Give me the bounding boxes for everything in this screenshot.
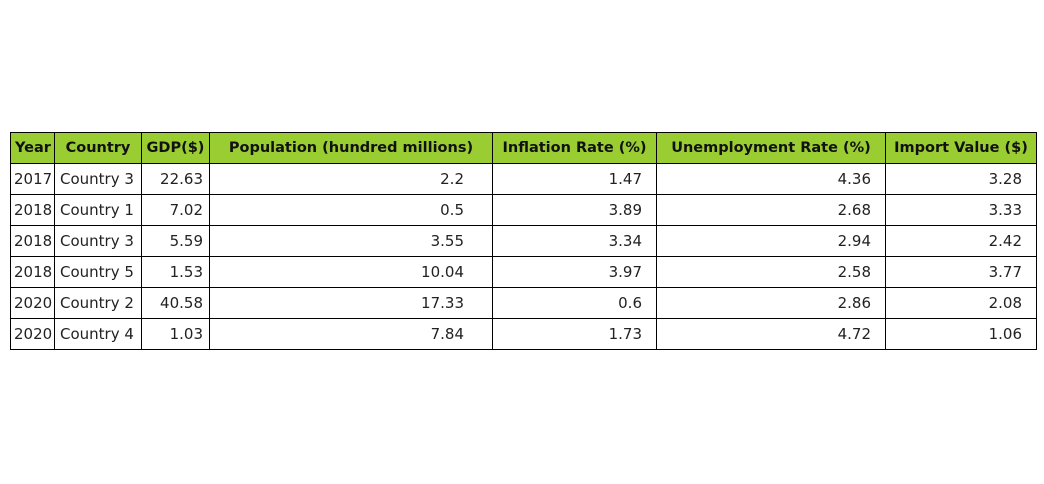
table-row: 2018 Country 5 1.53 10.04 3.97 2.58 3.77 <box>10 256 1037 288</box>
cell-unemployment-rate: 2.86 <box>656 287 886 319</box>
cell-year: 2018 <box>10 256 55 288</box>
cell-gdp: 1.03 <box>141 318 210 350</box>
column-header-country: Country <box>54 132 142 164</box>
cell-country: Country 4 <box>54 318 142 350</box>
column-header-import-value: Import Value ($) <box>885 132 1037 164</box>
column-header-year: Year <box>10 132 55 164</box>
cell-population: 3.55 <box>209 225 493 257</box>
cell-inflation-rate: 3.89 <box>492 194 657 226</box>
cell-inflation-rate: 3.34 <box>492 225 657 257</box>
cell-country: Country 3 <box>54 225 142 257</box>
cell-population: 0.5 <box>209 194 493 226</box>
column-header-gdp: GDP($) <box>141 132 210 164</box>
cell-import-value: 2.42 <box>885 225 1037 257</box>
cell-inflation-rate: 3.97 <box>492 256 657 288</box>
column-header-population: Population (hundred millions) <box>209 132 493 164</box>
cell-unemployment-rate: 2.68 <box>656 194 886 226</box>
cell-year: 2020 <box>10 287 55 319</box>
cell-inflation-rate: 1.47 <box>492 163 657 195</box>
table-row: 2018 Country 3 5.59 3.55 3.34 2.94 2.42 <box>10 225 1037 257</box>
cell-gdp: 22.63 <box>141 163 210 195</box>
cell-unemployment-rate: 2.94 <box>656 225 886 257</box>
cell-gdp: 40.58 <box>141 287 210 319</box>
cell-country: Country 1 <box>54 194 142 226</box>
cell-import-value: 1.06 <box>885 318 1037 350</box>
cell-country: Country 5 <box>54 256 142 288</box>
header-row: Year Country GDP($) Population (hundred … <box>10 132 1037 164</box>
cell-inflation-rate: 0.6 <box>492 287 657 319</box>
cell-year: 2018 <box>10 194 55 226</box>
cell-year: 2017 <box>10 163 55 195</box>
column-header-unemployment-rate: Unemployment Rate (%) <box>656 132 886 164</box>
cell-population: 7.84 <box>209 318 493 350</box>
table-body: 2017 Country 3 22.63 2.2 1.47 4.36 3.28 … <box>10 163 1037 350</box>
cell-unemployment-rate: 4.72 <box>656 318 886 350</box>
cell-import-value: 3.33 <box>885 194 1037 226</box>
data-table: Year Country GDP($) Population (hundred … <box>10 132 1037 350</box>
cell-import-value: 3.28 <box>885 163 1037 195</box>
table-row: 2020 Country 4 1.03 7.84 1.73 4.72 1.06 <box>10 318 1037 350</box>
cell-country: Country 3 <box>54 163 142 195</box>
table-row: 2018 Country 1 7.02 0.5 3.89 2.68 3.33 <box>10 194 1037 226</box>
cell-unemployment-rate: 2.58 <box>656 256 886 288</box>
cell-country: Country 2 <box>54 287 142 319</box>
cell-population: 10.04 <box>209 256 493 288</box>
cell-import-value: 2.08 <box>885 287 1037 319</box>
table-row: 2020 Country 2 40.58 17.33 0.6 2.86 2.08 <box>10 287 1037 319</box>
cell-population: 2.2 <box>209 163 493 195</box>
table-row: 2017 Country 3 22.63 2.2 1.47 4.36 3.28 <box>10 163 1037 195</box>
cell-gdp: 5.59 <box>141 225 210 257</box>
cell-year: 2020 <box>10 318 55 350</box>
cell-gdp: 7.02 <box>141 194 210 226</box>
cell-gdp: 1.53 <box>141 256 210 288</box>
cell-population: 17.33 <box>209 287 493 319</box>
cell-inflation-rate: 1.73 <box>492 318 657 350</box>
column-header-inflation-rate: Inflation Rate (%) <box>492 132 657 164</box>
cell-year: 2018 <box>10 225 55 257</box>
table-header: Year Country GDP($) Population (hundred … <box>10 132 1037 164</box>
cell-unemployment-rate: 4.36 <box>656 163 886 195</box>
cell-import-value: 3.77 <box>885 256 1037 288</box>
